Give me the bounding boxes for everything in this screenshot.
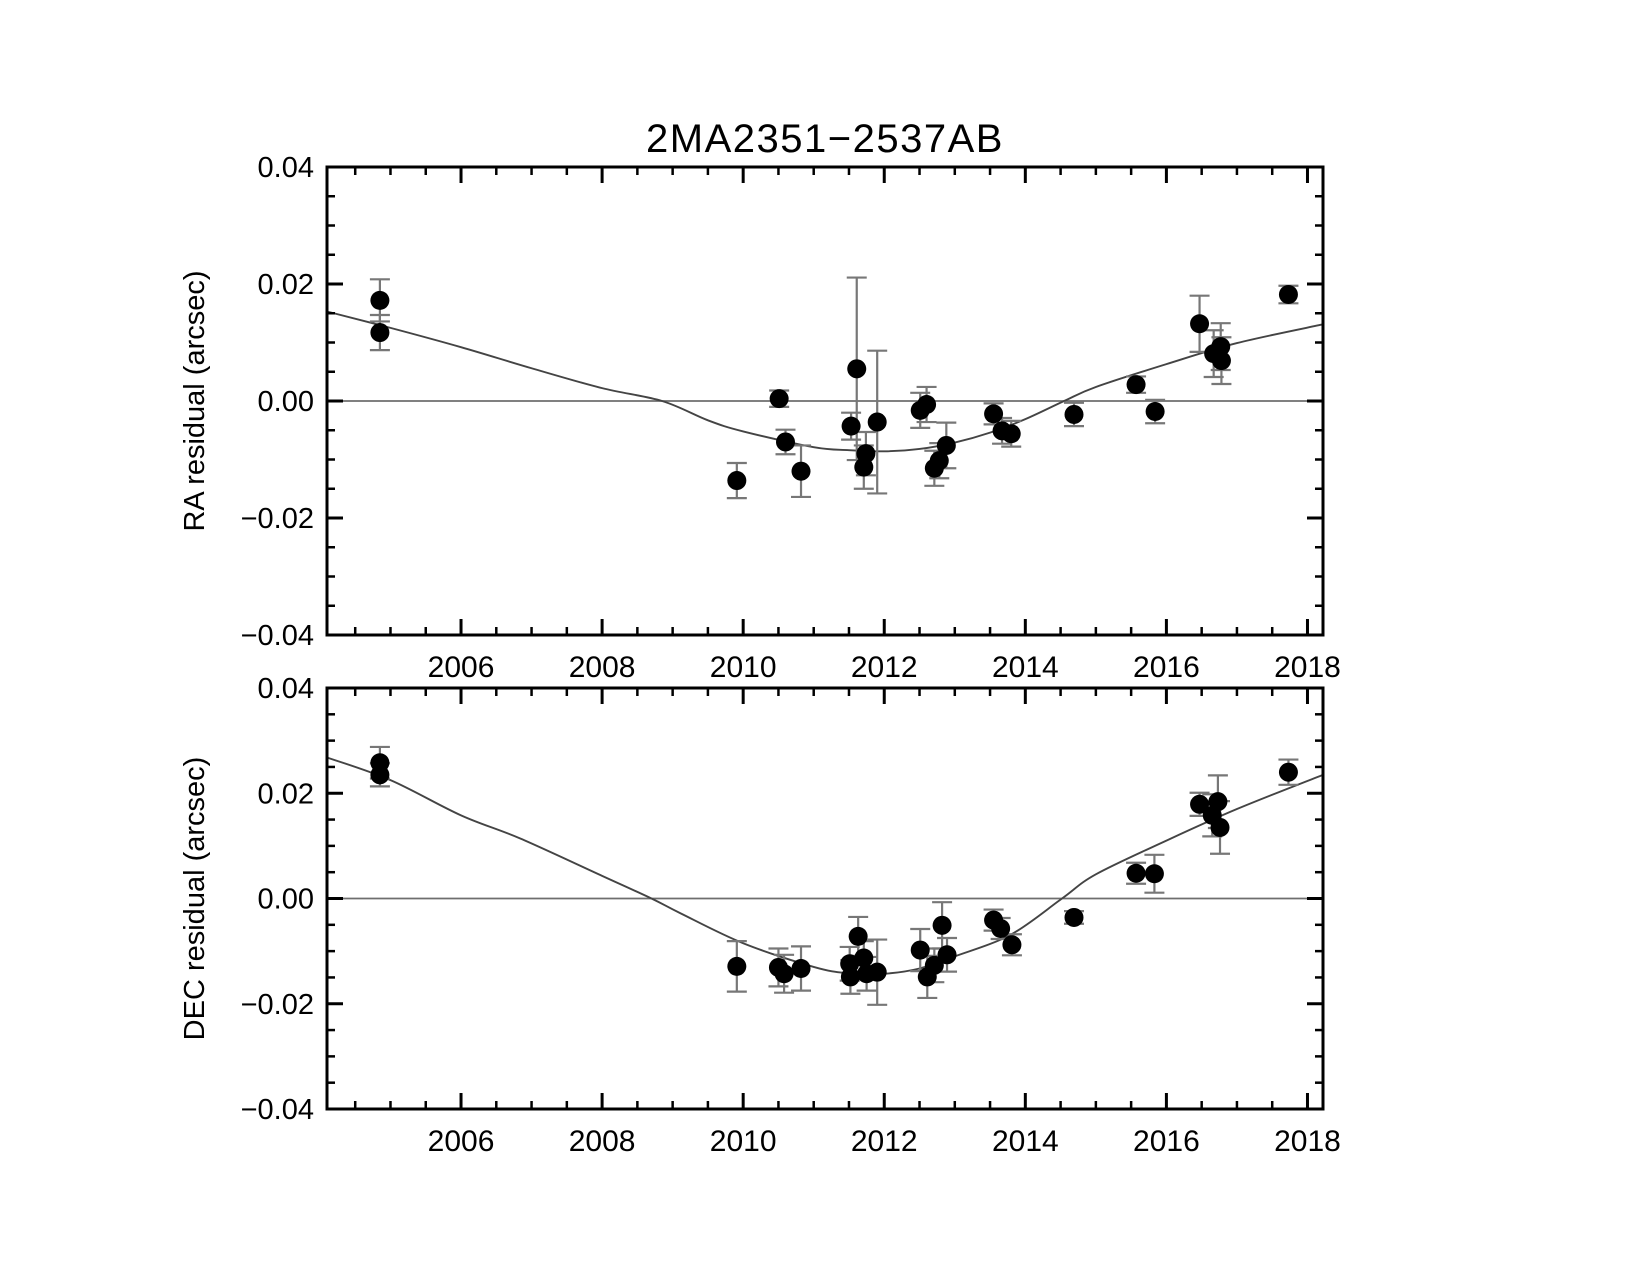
x-tick-label: 2010: [710, 651, 777, 684]
ra-residual-panel-y-axis-label: RA residual (arcsec): [179, 270, 211, 531]
data-point: [791, 461, 811, 481]
data-point: [727, 471, 747, 491]
data-point: [848, 926, 868, 946]
x-tick-label: 2016: [1133, 1125, 1200, 1158]
x-tick-label: 2010: [710, 1125, 777, 1158]
data-point: [1278, 285, 1298, 305]
data-point: [936, 435, 956, 455]
data-point: [854, 948, 874, 968]
data-point: [1278, 762, 1298, 782]
x-tick-label: 2018: [1274, 1125, 1341, 1158]
x-tick-label: 2014: [992, 1125, 1059, 1158]
data-point: [370, 290, 390, 310]
y-tick-label: −0.04: [241, 1094, 314, 1126]
data-point: [791, 958, 811, 978]
data-point: [917, 395, 937, 415]
data-point: [370, 765, 390, 785]
dec-residual-panel-fit-curve: [326, 756, 1324, 976]
data-point: [1210, 817, 1230, 837]
data-point: [984, 404, 1004, 424]
data-point: [841, 416, 861, 436]
y-tick-label: 0.00: [258, 386, 314, 418]
y-tick-label: 0.00: [258, 884, 314, 916]
data-point: [1064, 907, 1084, 927]
figure-title: 2MA2351−2537AB: [646, 117, 1004, 161]
data-point: [910, 940, 930, 960]
data-point: [867, 962, 887, 982]
data-point: [937, 945, 957, 965]
x-tick-label: 2006: [428, 651, 495, 684]
data-point: [1190, 314, 1210, 334]
data-point: [370, 323, 390, 343]
data-point: [1211, 351, 1231, 371]
x-tick-label: 2014: [992, 651, 1059, 684]
data-point: [769, 389, 789, 409]
data-point: [1126, 375, 1146, 395]
y-tick-label: 0.02: [258, 778, 314, 810]
data-point: [867, 412, 887, 432]
data-point: [1001, 424, 1021, 444]
data-point: [847, 359, 867, 379]
x-tick-label: 2008: [569, 1125, 636, 1158]
data-point: [840, 967, 860, 987]
data-point: [991, 918, 1011, 938]
data-point: [774, 964, 794, 984]
x-tick-label: 2012: [851, 1125, 918, 1158]
y-tick-label: −0.02: [241, 989, 314, 1021]
y-tick-label: −0.02: [241, 503, 314, 535]
data-point: [1145, 402, 1165, 422]
x-tick-label: 2012: [851, 651, 918, 684]
data-point: [1190, 794, 1210, 814]
y-tick-label: 0.04: [258, 673, 314, 705]
dec-residual-panel-y-axis-label: DEC residual (arcsec): [179, 757, 211, 1041]
y-tick-label: 0.02: [258, 269, 314, 301]
data-point: [1126, 863, 1146, 883]
data-point: [1208, 792, 1228, 812]
x-tick-label: 2016: [1133, 651, 1200, 684]
data-point: [775, 432, 795, 452]
x-tick-label: 2018: [1274, 651, 1341, 684]
data-point: [1064, 404, 1084, 424]
y-tick-label: 0.04: [258, 152, 314, 184]
data-point: [727, 956, 747, 976]
x-tick-label: 2006: [428, 1125, 495, 1158]
data-point: [1144, 864, 1164, 884]
data-point: [856, 444, 876, 464]
data-point: [1211, 337, 1231, 357]
ra-residual-panel-fit-curve: [326, 310, 1324, 453]
data-point: [1002, 935, 1022, 955]
data-point: [932, 915, 952, 935]
data-point: [929, 451, 949, 471]
y-tick-label: −0.04: [241, 620, 314, 652]
data-point: [924, 955, 944, 975]
x-tick-label: 2008: [569, 651, 636, 684]
